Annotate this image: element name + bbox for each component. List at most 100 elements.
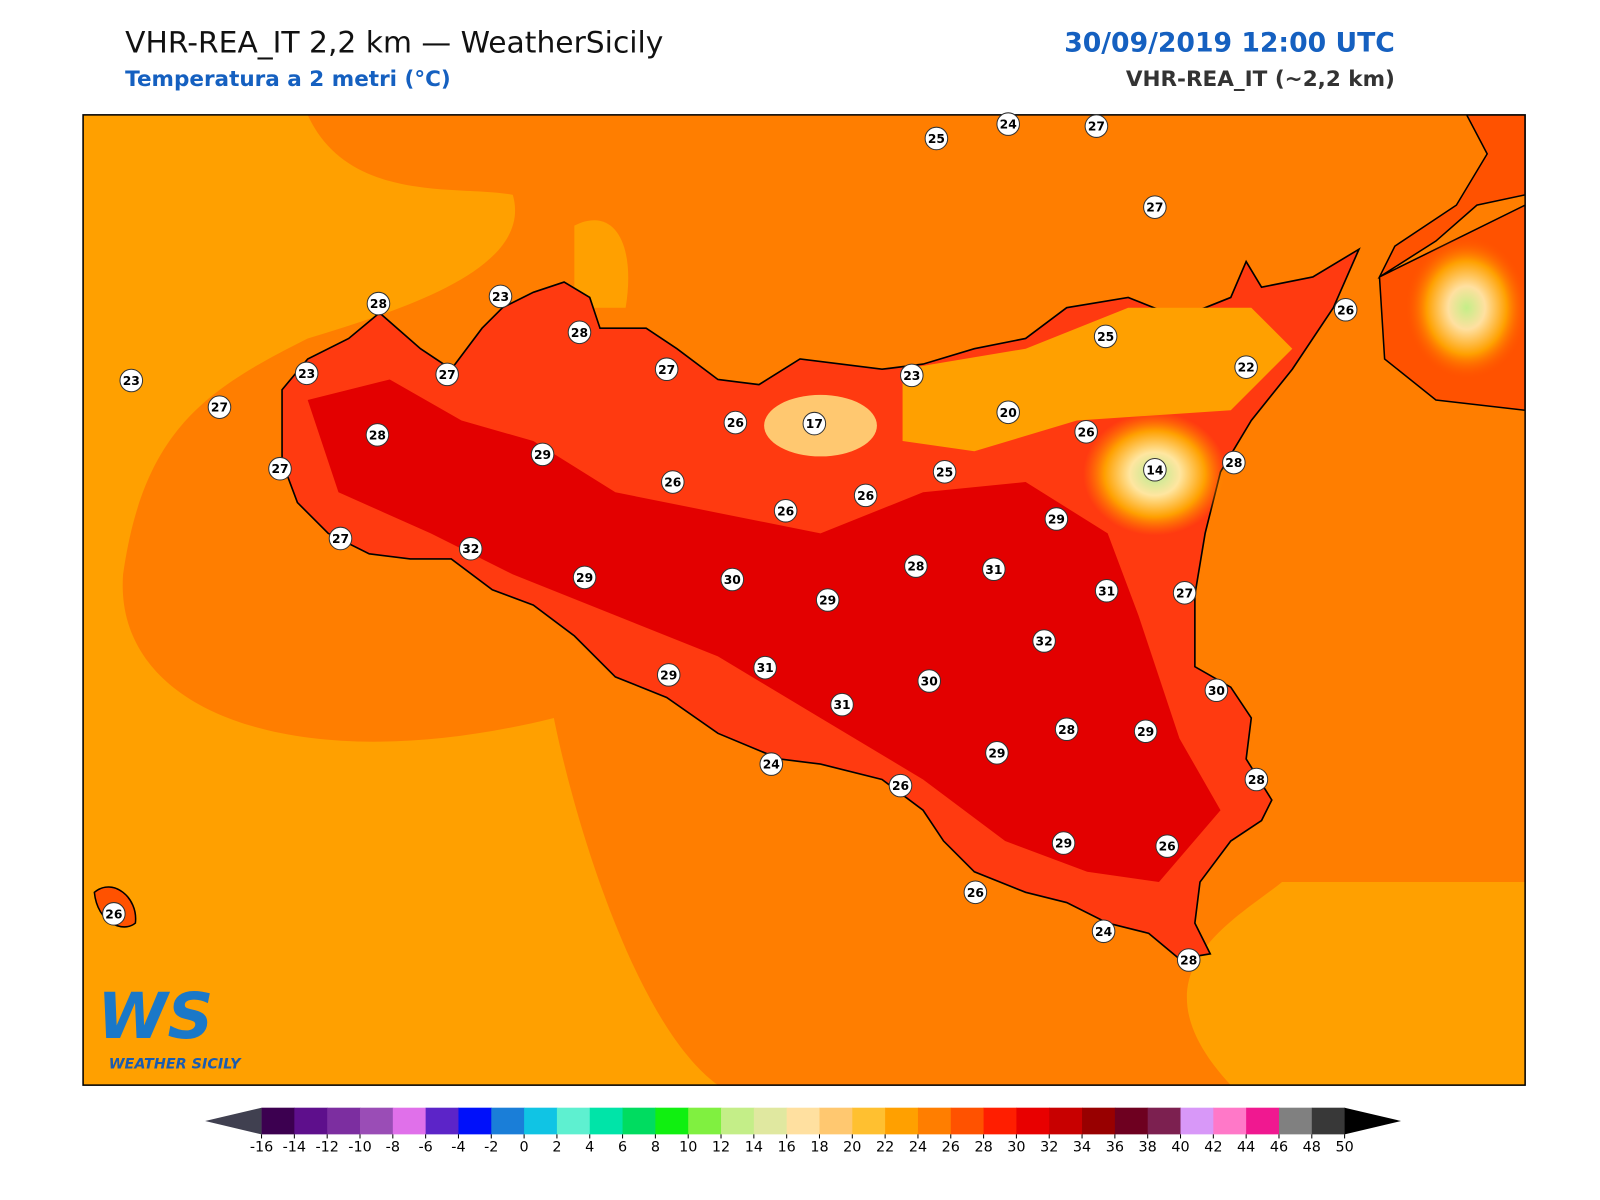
station-value: 28: [1225, 456, 1242, 470]
tick-label: 46: [1270, 1140, 1288, 1156]
station-marker: [656, 663, 681, 687]
color-box: [786, 1107, 820, 1135]
station-value: 25: [1097, 330, 1114, 344]
station-marker: [773, 498, 798, 523]
color-box: [950, 1107, 985, 1135]
map-frame: [82, 114, 1526, 1086]
station-value: 29: [660, 668, 677, 682]
station-marker: [759, 752, 784, 776]
color-box: [524, 1107, 558, 1135]
tick-label: 18: [810, 1140, 828, 1156]
station-value: 23: [903, 369, 920, 383]
color-box: [360, 1107, 394, 1135]
station-value: 29: [988, 746, 1005, 760]
station-value: 28: [571, 326, 588, 340]
station-marker: [985, 741, 1009, 765]
sea-patch: [574, 220, 629, 308]
station-marker: [1093, 324, 1118, 349]
color-box: [688, 1107, 722, 1135]
station-value: 26: [967, 886, 984, 900]
station-value: 23: [123, 374, 140, 388]
color-box: [622, 1107, 656, 1135]
station-marker: [996, 400, 1020, 425]
station-marker: [530, 442, 555, 467]
station-marker: [815, 588, 840, 612]
tick-label: 14: [745, 1140, 763, 1156]
station-marker: [723, 410, 748, 435]
tick-label: 36: [1106, 1140, 1124, 1156]
station-marker: [1143, 457, 1167, 482]
station-marker: [888, 773, 913, 798]
tick-label: -4: [451, 1140, 465, 1156]
station-value: 31: [985, 563, 1002, 577]
station-marker: [720, 567, 745, 592]
tick-label: 48: [1303, 1140, 1321, 1156]
tick-label: 24: [909, 1140, 927, 1156]
station-marker: [996, 112, 1020, 136]
station-value: 27: [332, 532, 349, 546]
tick-label: 26: [942, 1140, 960, 1156]
tick-label: -12: [315, 1140, 338, 1156]
station-marker: [982, 557, 1006, 582]
station-marker: [1172, 581, 1197, 605]
station-value: 26: [1159, 840, 1176, 854]
color-box: [1278, 1107, 1313, 1135]
station-marker: [328, 526, 353, 551]
station-marker: [488, 284, 513, 309]
station-value: 27: [211, 401, 228, 415]
tick-label: 12: [712, 1140, 730, 1156]
station-value: 32: [1036, 635, 1053, 649]
tick-label: -6: [418, 1140, 432, 1156]
tick-label: 6: [618, 1140, 627, 1156]
station-value: 29: [534, 448, 551, 462]
station-marker: [1244, 767, 1269, 792]
station-value: 26: [777, 504, 794, 518]
station-value: 31: [757, 661, 774, 675]
station-marker: [1133, 719, 1158, 744]
tick-label: 22: [876, 1140, 894, 1156]
station-value: 26: [857, 489, 874, 503]
station-marker: [1084, 114, 1109, 138]
station-value: 29: [1048, 512, 1065, 526]
station-value: 25: [936, 465, 953, 479]
station-value: 14: [1146, 463, 1163, 477]
station-marker: [1074, 420, 1098, 444]
logo-mark: WS: [97, 979, 213, 1053]
station-marker: [932, 460, 957, 484]
station-value: 28: [1248, 773, 1265, 787]
station-marker: [830, 692, 854, 717]
color-box: [983, 1107, 1017, 1135]
tick-label: 38: [1139, 1140, 1157, 1156]
date: 30/09/2019 12:00 UTC: [1064, 28, 1395, 59]
color-box: [1114, 1107, 1149, 1135]
station-value: 29: [576, 571, 593, 585]
station-marker: [1044, 507, 1069, 531]
station-marker: [1222, 450, 1246, 475]
station-value: 26: [892, 779, 909, 793]
station-value: 27: [1146, 201, 1163, 215]
station-value: 23: [492, 290, 509, 304]
color-box: [819, 1107, 853, 1135]
station-value: 23: [298, 367, 315, 381]
color-box: [589, 1107, 624, 1135]
station-value: 20: [1000, 406, 1017, 420]
station-marker: [207, 395, 232, 419]
tick-label: 28: [974, 1140, 992, 1156]
station-value: 26: [664, 476, 681, 490]
station-marker: [963, 880, 988, 905]
tick-label: -14: [283, 1140, 306, 1156]
station-value: 24: [1000, 118, 1017, 132]
station-value: 28: [369, 428, 386, 442]
tick-label: 30: [1007, 1140, 1025, 1156]
station-value: 24: [763, 758, 780, 772]
station-marker: [268, 456, 292, 481]
station-marker: [366, 291, 391, 316]
station-value: 25: [928, 132, 945, 146]
station-value: 17: [806, 417, 823, 431]
stations: 25 24 27 27 28 23 28 27 23 25 26 22 23 23 27 27 28 29 26 17…: [102, 112, 1358, 972]
tick-label: 0: [520, 1140, 529, 1156]
station-value: 27: [1088, 120, 1105, 134]
color-box: [294, 1107, 328, 1135]
station-value: 22: [1238, 361, 1255, 375]
